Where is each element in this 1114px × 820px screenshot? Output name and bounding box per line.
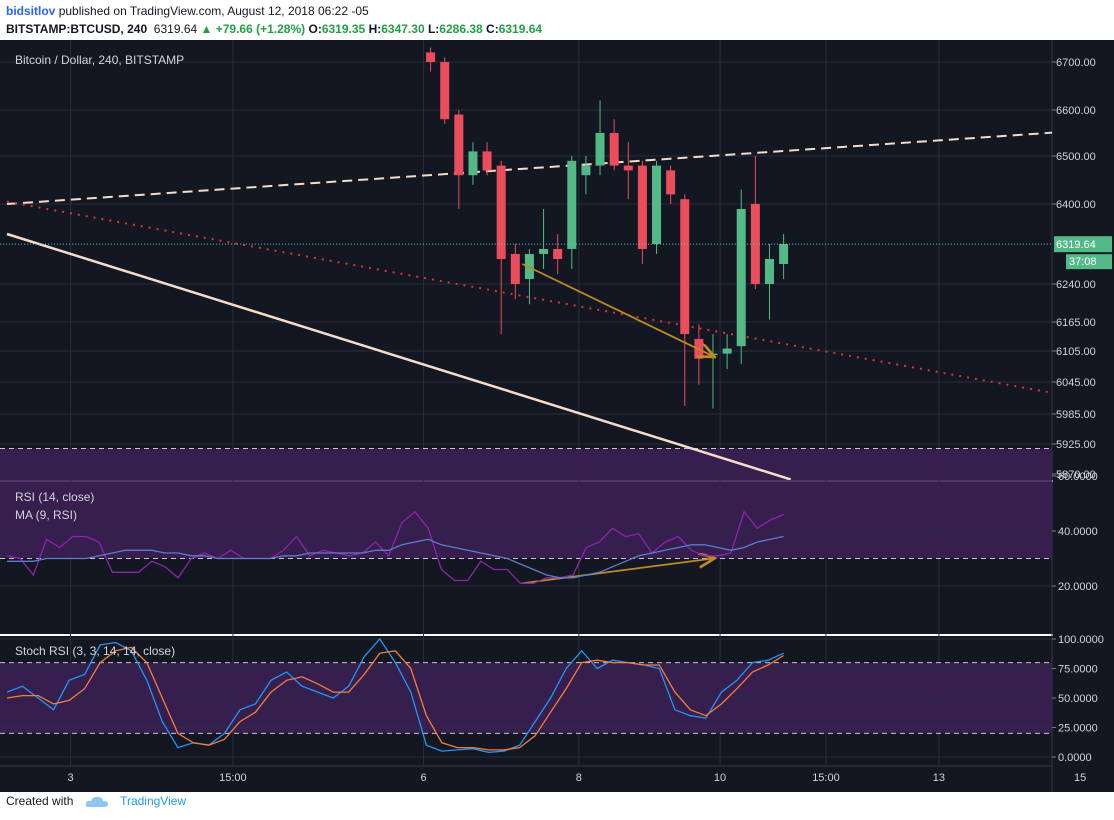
footer: Created with TradingView xyxy=(6,794,186,809)
stoch-k-line xyxy=(6,637,784,753)
price-tick-label: 5870.00 xyxy=(1056,469,1096,481)
candle-body xyxy=(581,165,591,176)
candle-body xyxy=(652,165,662,244)
chart-area[interactable]: Bitcoin / Dollar, 240, BITSTAMP RSI (14, … xyxy=(0,40,1114,792)
candle-body xyxy=(454,114,464,176)
rsi-ma-label: MA (9, RSI) xyxy=(15,508,77,522)
high-value: 6347.30 xyxy=(381,22,425,36)
candle-body xyxy=(722,348,732,354)
time-tick-label: 15 xyxy=(1074,772,1086,784)
candle-body xyxy=(553,249,563,259)
countdown-badge-text: 37:08 xyxy=(1069,256,1097,268)
rsi-tick-label: 20.0000 xyxy=(1058,581,1098,593)
rsi-tick-label: 60.0000 xyxy=(1058,471,1098,483)
rsi-ma-line xyxy=(7,535,784,579)
candle-body xyxy=(440,62,450,120)
price-change: ▲ +79.66 (+1.28%) xyxy=(200,22,306,36)
stoch-tick-label: 75.0000 xyxy=(1058,664,1098,676)
candle-body xyxy=(468,151,478,176)
stoch-tick-label: 0.0000 xyxy=(1058,752,1092,764)
last-price: 6319.64 xyxy=(153,22,198,36)
tradingview-brand-link[interactable]: TradingView xyxy=(120,794,187,808)
time-tick-label: 10 xyxy=(714,772,726,784)
price-tick-label: 6700.00 xyxy=(1056,57,1096,69)
stoch-label: Stoch RSI (3, 3, 14, 14, close) xyxy=(15,644,175,658)
candle-body xyxy=(595,133,605,166)
time-tick-label: 8 xyxy=(576,772,582,784)
time-tick-label: 15:00 xyxy=(219,772,247,784)
stoch-tick-label: 50.0000 xyxy=(1058,693,1098,705)
open-value: 6319.35 xyxy=(321,22,366,36)
open-label: O: xyxy=(308,22,322,36)
time-tick-label: 6 xyxy=(420,772,426,784)
low-value: 6286.38 xyxy=(439,22,483,36)
orange-price-arrow xyxy=(521,263,713,356)
ohlc-bar: BITSTAMP:BTCUSD, 240 6319.64 ▲ +79.66 (+… xyxy=(6,22,542,36)
rsi-tick-label: 40.0000 xyxy=(1058,526,1098,538)
candle-body xyxy=(510,254,520,284)
time-tick-label: 3 xyxy=(67,772,73,784)
stoch-d-line xyxy=(6,646,784,751)
price-tick-label: 6105.00 xyxy=(1056,346,1096,358)
candle-body xyxy=(736,209,746,347)
price-tick-label: 6400.00 xyxy=(1056,199,1096,211)
tradingview-cloud-icon xyxy=(85,796,108,807)
candle-body xyxy=(482,151,492,171)
candle-body xyxy=(539,249,549,254)
candle-body xyxy=(567,160,577,249)
candle-body xyxy=(496,165,506,259)
candle-body xyxy=(609,133,619,166)
author-link[interactable]: bidsitlov xyxy=(6,4,56,18)
cream-trendline-low xyxy=(6,232,792,480)
candle-body xyxy=(623,165,633,171)
time-tick-label: 13 xyxy=(933,772,945,784)
created-with-text: Created with xyxy=(6,794,74,808)
candle-body xyxy=(680,199,690,335)
rsi-label: RSI (14, close) xyxy=(15,490,94,504)
candle-body xyxy=(750,204,760,284)
close-label: C: xyxy=(486,22,499,36)
rsi-band-fill xyxy=(0,448,1052,559)
high-label: H: xyxy=(368,22,382,36)
time-axis-bg xyxy=(0,766,1114,792)
low-label: L: xyxy=(427,22,440,36)
countdown-badge xyxy=(1066,254,1112,270)
candle-body xyxy=(779,244,789,264)
price-tick-label: 5925.00 xyxy=(1056,439,1096,451)
last-price-badge-text: 6319.64 xyxy=(1056,239,1096,251)
publish-text: published on TradingView.com, August 12,… xyxy=(58,4,369,18)
price-tick-label: 6600.00 xyxy=(1056,105,1096,117)
price-tick-label: 6045.00 xyxy=(1056,377,1096,389)
price-tick-label: 6240.00 xyxy=(1056,279,1096,291)
candle-body xyxy=(764,259,774,284)
close-value: 6319.64 xyxy=(498,22,543,36)
chart-title: Bitcoin / Dollar, 240, BITSTAMP xyxy=(15,53,184,67)
stoch-tick-label: 100.0000 xyxy=(1058,634,1104,646)
price-tick-label: 6500.00 xyxy=(1056,151,1096,163)
symbol-label: BITSTAMP:BTCUSD, 240 xyxy=(6,22,148,36)
rsi-line xyxy=(6,510,784,584)
candle-body xyxy=(666,170,676,195)
price-tick-label: 6165.00 xyxy=(1056,317,1096,329)
price-tick-label: 5985.00 xyxy=(1056,409,1096,421)
last-price-badge xyxy=(1054,236,1112,253)
time-tick-label: 15:00 xyxy=(812,772,840,784)
price-axis-bg xyxy=(1053,40,1114,792)
publish-info: bidsitlov published on TradingView.com, … xyxy=(6,4,369,18)
candle-body xyxy=(426,52,436,62)
candle-body xyxy=(637,165,647,249)
stoch-tick-label: 25.0000 xyxy=(1058,723,1098,735)
orange-rsi-arrow xyxy=(522,559,713,585)
